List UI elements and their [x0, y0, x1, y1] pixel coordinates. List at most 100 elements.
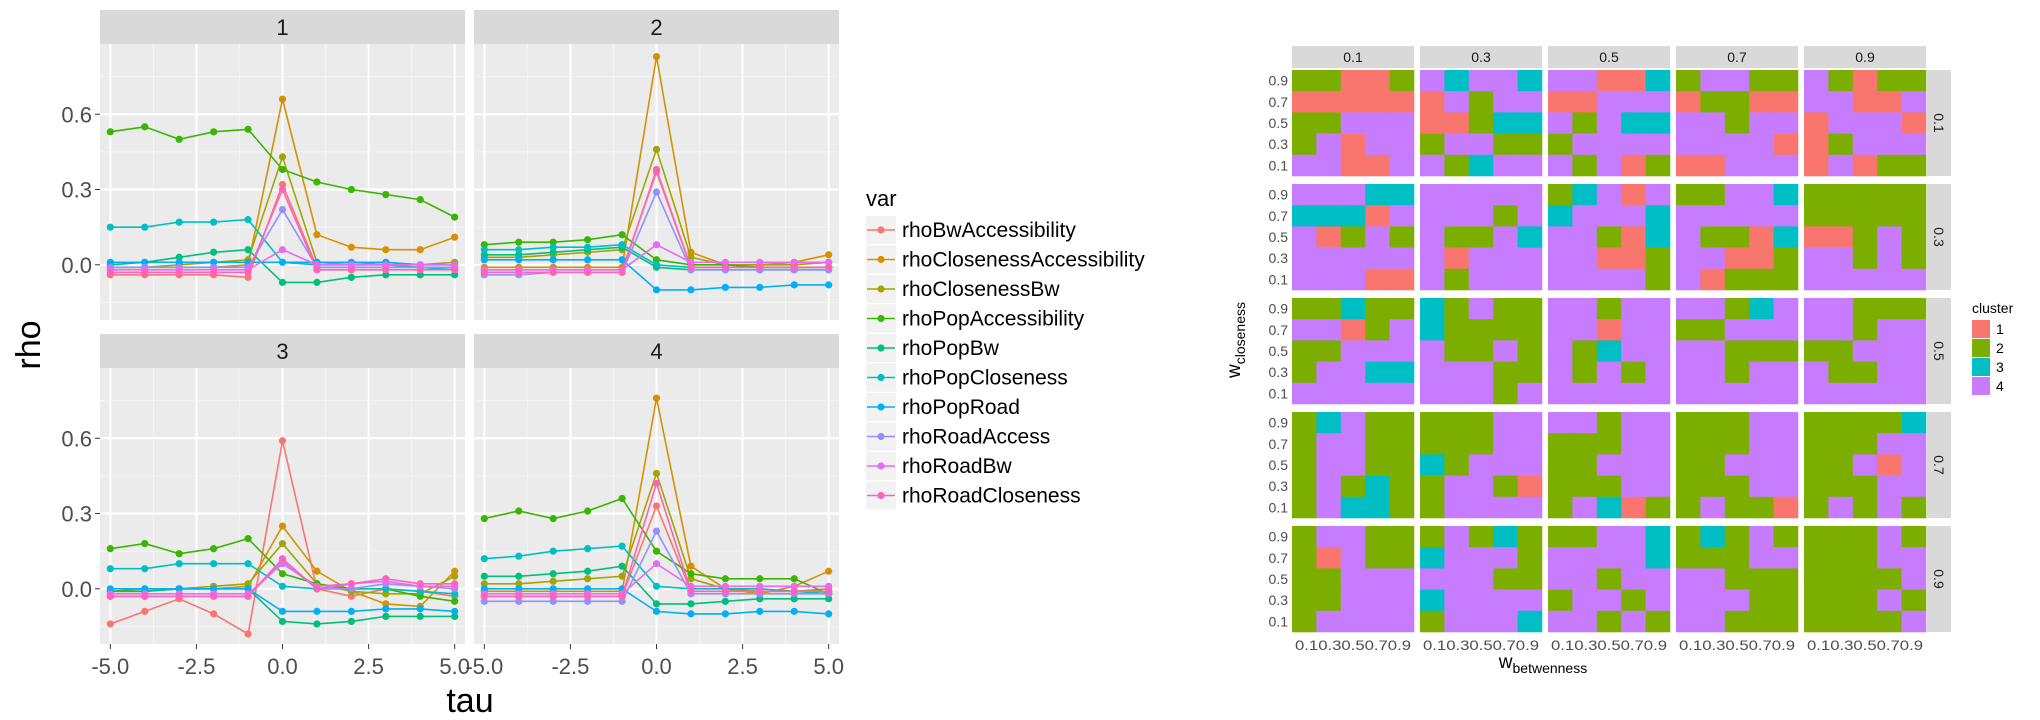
data-point-rhoPopAccessibility [278, 165, 287, 174]
heatmap-cell [1316, 526, 1342, 548]
data-point-rhoRoadCloseness [347, 580, 355, 588]
legend-key-point [877, 314, 885, 323]
data-point-rhoPopCloseness [210, 218, 218, 226]
heatmap-cell [1548, 133, 1573, 156]
heatmap-cell [1365, 454, 1390, 476]
data-point-rhoPopCloseness [141, 565, 149, 573]
heatmap-cell [1901, 298, 1927, 320]
facet-strip [474, 334, 839, 368]
heatmap-cell [1773, 496, 1799, 519]
data-point-rhoPopBw [382, 271, 390, 279]
heatmap-y-tick-label: 0.1 [1269, 157, 1289, 173]
heatmap-cell [1645, 433, 1671, 455]
data-point-rhoPopAccessibility [584, 507, 592, 515]
heatmap-cell [1548, 112, 1573, 134]
heatmap-cell [1749, 475, 1774, 498]
heatmap-cell [1340, 526, 1366, 548]
heatmap-cell [1901, 70, 1927, 92]
data-point-rhoPopBw [480, 251, 488, 259]
heatmap-cell [1621, 454, 1646, 476]
data-point-rhoRoadCloseness [313, 585, 321, 593]
data-point-rhoPopBw [313, 278, 321, 286]
heatmap-cell [1493, 91, 1518, 113]
data-point-rhoPopBw [825, 595, 833, 603]
legend-item: rhoClosenessAccessibility [866, 245, 1145, 274]
heatmap-cell [1572, 610, 1598, 633]
column-facet-strip [1292, 46, 1414, 68]
data-point-rhoPopAccessibility [480, 514, 488, 523]
heatmap-cell [1493, 247, 1518, 270]
cluster-legend-label: 3 [1996, 359, 2004, 375]
heatmap-cell [1420, 91, 1445, 113]
heatmap-cell [1676, 91, 1701, 113]
column-facet-strip [1420, 46, 1542, 68]
line-panel-4: 4 -5.0 -2.5 0.0 2.5 5.0 [465, 334, 844, 679]
heatmap-cell [1700, 547, 1726, 569]
heatmap-cell [1804, 112, 1829, 134]
heatmap-panel [1548, 526, 1671, 633]
data-point-rhoRoadCloseness [515, 592, 523, 600]
heatmap-cell [1852, 496, 1878, 519]
data-point-rhoPopRoad [721, 610, 729, 618]
heatmap-cell [1389, 454, 1415, 476]
heatmap-cell [1676, 412, 1701, 434]
heatmap-cell [1828, 70, 1854, 92]
data-point-rhoPopCloseness [618, 241, 626, 249]
x-tick-label: -5.0 [91, 654, 129, 679]
heatmap-cell [1773, 361, 1799, 384]
heatmap-cell [1724, 247, 1750, 270]
heatmap-cell [1444, 454, 1470, 476]
y-tick-label: 0.3 [61, 178, 92, 203]
heatmap-cell [1773, 454, 1799, 476]
heatmap-y-tick-label: 0.5 [1269, 343, 1289, 359]
data-point-rhoPopAccessibility [278, 570, 287, 578]
line-chart-panels: 1 0.0 0.3 0.6 2 3 0.0 0.3 0.6 -5.0 -2.5 0.0 2.5 5.0 4 -… [61, 10, 844, 679]
heatmap-cell [1724, 382, 1750, 405]
heatmap-cell [1828, 412, 1854, 434]
heatmap-cell [1596, 382, 1622, 405]
heatmap-cell [1877, 496, 1902, 519]
legend-item: rhoBwAccessibility [866, 216, 1076, 244]
data-point-rhoPopRoad [175, 585, 183, 593]
heatmap-cell [1548, 247, 1573, 270]
heatmap-cell [1596, 91, 1622, 113]
heatmap-cell [1724, 298, 1750, 320]
heatmap-cell [1444, 589, 1470, 612]
heatmap-cell [1621, 247, 1646, 270]
data-point-rhoClosenessAccessibility [382, 246, 390, 254]
heatmap-cell [1621, 475, 1646, 498]
row-facet-label: 0.5 [1931, 341, 1947, 361]
heatmap-cell [1316, 412, 1342, 434]
heatmap-y-tick-label: 0.7 [1269, 94, 1289, 110]
heatmap-cell [1365, 547, 1390, 569]
data-point-rhoPopAccessibility [141, 540, 149, 548]
heatmap-cell [1572, 340, 1598, 362]
heatmap-cell [1340, 205, 1366, 227]
data-point-rhoPopAccessibility [141, 123, 149, 131]
heatmap-cell [1773, 298, 1799, 320]
heatmap-cell [1292, 382, 1317, 405]
data-point-rhoPopAccessibility [416, 592, 424, 600]
heatmap-cell [1645, 268, 1671, 291]
heatmap-cell [1773, 112, 1799, 134]
heatmap-cell [1572, 496, 1598, 519]
heatmap-cell [1804, 382, 1829, 405]
heatmap-cell [1901, 547, 1927, 569]
heatmap-cell [1700, 91, 1726, 113]
heatmap-cell [1389, 610, 1415, 633]
heatmap-cell [1828, 319, 1854, 341]
heatmap-cell [1493, 547, 1518, 569]
data-point-rhoRoadCloseness [687, 587, 695, 595]
heatmap-cell [1645, 184, 1671, 206]
heatmap-cell [1572, 112, 1598, 134]
heatmap-cell [1724, 226, 1750, 248]
heatmap-cell [1340, 226, 1366, 248]
heatmap-cell [1468, 268, 1494, 291]
heatmap-cell [1596, 340, 1622, 362]
heatmap-cell [1901, 247, 1927, 270]
heatmap-cell [1596, 361, 1622, 384]
heatmap-cell [1901, 454, 1927, 476]
heatmap-cell [1596, 454, 1622, 476]
row-facet-strip [1927, 526, 1951, 632]
data-point-rhoPopBw [278, 278, 287, 286]
